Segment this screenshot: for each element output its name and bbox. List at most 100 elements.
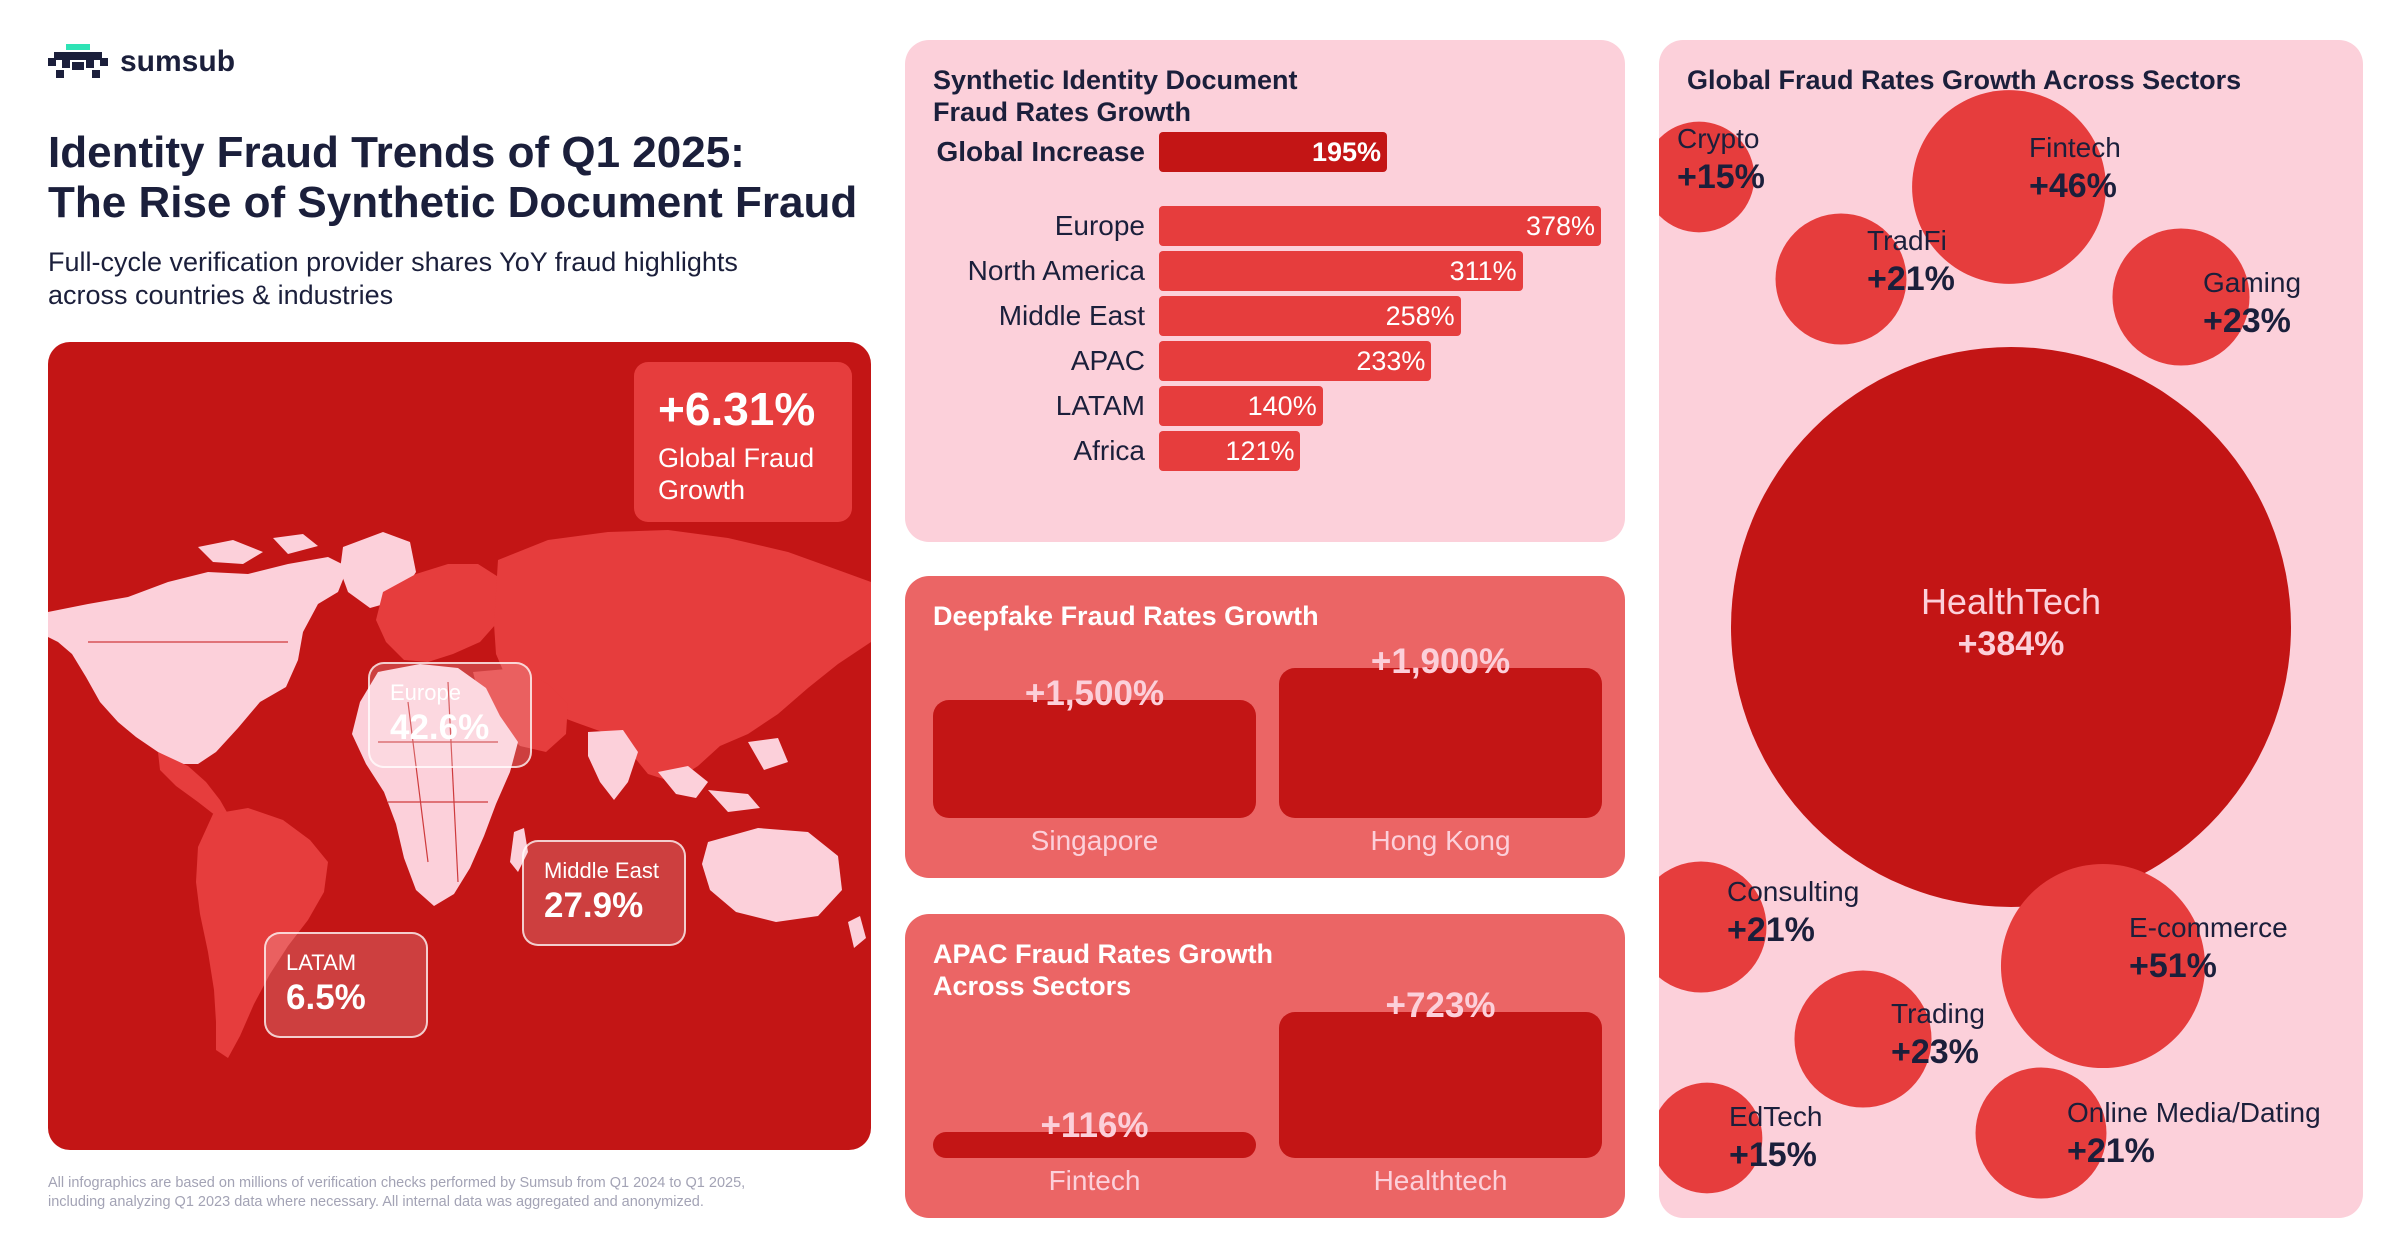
global-fraud-growth-label: Global Fraud Growth [658,443,815,505]
bubble-label: E-commerce +51% [2129,911,2288,987]
bar-row-latam: LATAM 140% [905,386,1625,426]
bar-category-label: Africa [1073,435,1145,466]
bubble-label: Consulting +21% [1727,875,1859,951]
bubble-value: +23% [2203,302,2291,340]
region-name: Europe [390,680,461,705]
bar: 311% [1159,251,1523,291]
bubble-name: Trading [1891,998,1985,1029]
chart-title: Global Fraud Rates Growth Across Sectors [1687,65,2242,95]
column-category-label: Healthtech [1373,1165,1508,1196]
bubble-name: Online Media/Dating [2067,1097,2321,1128]
page-subtitle: Full-cycle verification provider shares … [48,246,808,312]
bubble-name: Fintech [2029,132,2121,163]
bar-value-label: 311% [1449,256,1517,286]
bubble-label: TradFi +21% [1867,224,1955,300]
bubble-value: +15% [1677,158,1765,196]
column-bar [933,699,1256,818]
region-value: 6.5% [286,978,366,1017]
deepfake-chart-card: Deepfake Fraud Rates Growth +1,500% Singa… [905,576,1625,878]
region-name: LATAM [286,950,357,975]
global-fraud-growth-value: +6.31% [658,383,816,435]
column-value-label: +116% [1040,1106,1149,1145]
bubble-healthtech [1731,347,2291,907]
bubble-name: EdTech [1729,1101,1823,1132]
bubble-value: +21% [2067,1132,2155,1170]
column-value-label: +723% [1385,986,1496,1025]
bar-row-north-america: North America 311% [905,251,1625,291]
bubble-label: Crypto +15% [1677,122,1765,198]
map-asia [494,530,871,782]
bar: 378% [1159,206,1601,246]
bubble-name: Crypto [1677,123,1760,154]
map-middle-east [473,668,568,752]
bar-category-label: Europe [1054,210,1145,241]
bubble-fintech [1912,90,2106,284]
bar: 121% [1159,431,1301,471]
region-value: 27.9% [544,886,644,925]
map-africa [352,664,518,906]
map-se-asia [658,738,788,812]
sectors-bubble-chart-card: Global Fraud Rates Growth Across Sectors… [1659,40,2363,1218]
bubble-trading [1794,970,1932,1108]
apac-sectors-chart-card: APAC Fraud Rates Growth Across Sectors +… [905,914,1625,1218]
column-bar [933,1132,1256,1158]
bar-value-label: 140% [1247,391,1317,421]
region-box-middle-east: Middle East 27.9% [522,840,686,946]
bar-value-label: 121% [1225,436,1295,466]
bar: 233% [1159,341,1432,381]
map-india [588,730,638,800]
region-box-latam: LATAM 6.5% [264,932,428,1038]
bubble-label-center: HealthTech +384% [1659,581,2363,665]
map-south-america [196,808,328,1058]
bubble-label: Trading +23% [1891,997,1985,1073]
bar-value-label: 378% [1525,211,1595,241]
bubble-value: +23% [1891,1033,1979,1071]
subtitle-line: Full-cycle verification provider shares … [48,247,738,277]
bar: 258% [1159,296,1461,336]
bubble-value: +15% [1729,1136,1817,1174]
page-title: Identity Fraud Trends of Q1 2025: The Ri… [48,128,888,228]
bubble-chart [1659,90,2291,1199]
map-australia [702,828,842,922]
subtitle-line: across countries & industries [48,280,394,310]
bar-row-middle-east: Middle East 258% [905,296,1625,336]
map-europe [376,564,508,662]
column-category-label: Singapore [1030,825,1159,856]
bubble-e-commerce [2000,863,2206,1069]
bubble-name: Consulting [1727,876,1860,907]
bubble-online-media-dating [1975,1067,2107,1199]
global-fraud-growth-box: +6.31% Global Fraud Growth [634,362,852,522]
bubble-label: Gaming +23% [2203,266,2301,342]
footnote-line: including analyzing Q1 2023 data where n… [48,1194,704,1210]
map-new-zealand [848,916,866,948]
bubble-label: EdTech +15% [1729,1100,1822,1176]
bubble-consulting [1659,861,1767,993]
bar-category-label: Middle East [998,300,1145,331]
chart-title: Deepfake Fraud Rates Growth [933,601,1319,631]
region-value: 42.6% [390,708,490,747]
bar: 195% [1159,132,1388,172]
synthetic-document-chart-card: Synthetic Identity Document Fraud Rates … [905,40,1625,542]
column-value-label: +1,900% [1370,642,1511,681]
bubble-label: Online Media/Dating +21% [2067,1096,2321,1172]
column-category-label: Hong Kong [1370,825,1511,856]
bubble-label: Fintech +46% [2029,131,2121,207]
column-bar [1279,668,1602,818]
bar-category-label: LATAM [1055,390,1145,421]
bubble-name: TradFi [1867,225,1947,256]
region-box-europe: Europe 42.6% [368,662,532,768]
bubble-value: +21% [1867,260,1955,298]
world-map-card: +6.31% Global Fraud Growth Europe 42.6% … [48,342,871,1150]
bar-row-global: Global Increase 195% [905,132,1625,172]
bubble-crypto [1659,121,1755,233]
bar-value-label: 233% [1356,346,1426,376]
bar-row-apac: APAC 233% [905,341,1625,381]
bar-value-label: 258% [1385,301,1455,331]
region-name: Middle East [544,858,659,883]
bar-row-europe: Europe 378% [905,206,1625,246]
bubble-value: +21% [1727,911,1815,949]
brand-name: sumsub [120,45,236,78]
bar: 140% [1159,386,1323,426]
bubble-gaming [2112,228,2250,366]
bubble-value: +46% [2029,167,2117,205]
